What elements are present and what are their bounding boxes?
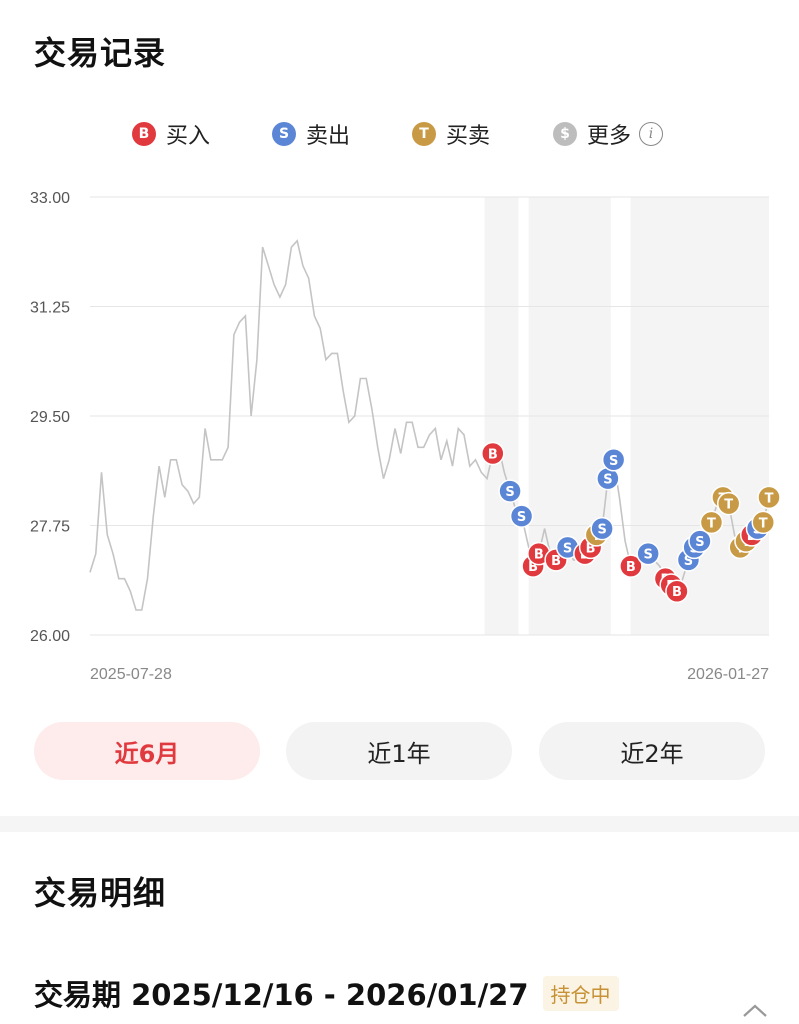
y-tick-label-4: 26.00 [30,628,70,645]
legend-trade-label: 买卖 [446,124,491,149]
legend-more[interactable]: $ 更多 i [553,118,664,150]
trade-marker-label-21: T [707,516,716,531]
section-divider [0,816,799,832]
trade-marker-B-0 [481,441,505,466]
trade-marker-S-2 [509,504,534,528]
trade-record-title: 交易记录 [34,34,167,72]
trade-marker-icon: T [412,122,436,146]
y-tick-label-3: 27.75 [30,519,70,536]
trade-marker-label-0: B [488,448,498,463]
range-1y-button[interactable]: 近1年 [286,722,512,780]
trade-marker-label-18: S [684,554,693,569]
trade-marker-label-13: B [626,560,636,575]
trade-marker-label-20: S [695,535,704,550]
trade-marker-label-1: S [505,485,514,500]
trade-marker-label-28: T [759,516,768,531]
trade-marker-B-13 [619,554,643,578]
trade-marker-label-5: B [551,554,561,569]
y-tick-label-1: 31.25 [30,300,70,317]
trade-marker-label-12: S [609,454,618,469]
trade-period-row[interactable]: 交易期 2025/12/16 - 2026/01/27 持仓中 [34,972,619,1014]
range-6m-button[interactable]: 近6月 [34,722,260,780]
trade-marker-S-14 [636,541,660,566]
trade-marker-S-10 [590,516,614,541]
trade-marker-label-11: S [603,473,612,488]
trade-marker-S-20 [688,529,712,553]
price-chart: 33.00 31.25 29.50 27.75 26.00 2025-07-28 2026-… [30,190,781,683]
trade-period-text: 交易期 2025/12/16 - 2026/01/27 [34,978,529,1012]
info-icon[interactable]: i [639,122,664,146]
range-selector: 近6月 近1年 近2年 [0,722,799,780]
trade-marker-T-29 [757,485,781,510]
trade-marker-T-28 [751,510,775,535]
trade-marker-label-6: S [563,541,572,556]
trade-marker-label-8: B [586,541,596,556]
trade-marker-label-10: S [597,523,606,538]
trade-marker-label-4: B [534,548,544,563]
legend-sell-label: 卖出 [306,124,351,149]
y-tick-label-2: 29.50 [30,409,70,426]
trade-detail-title: 交易明细 [34,874,167,912]
trade-marker-B-17 [665,579,689,603]
sell-marker-icon: S [272,122,296,146]
trade-marker-label-2: S [517,510,526,525]
legend-sell[interactable]: S 卖出 [272,118,350,150]
chart-legend: B 买入 S 卖出 T 买卖 $ 更多 i [0,118,799,154]
trade-marker-label-3: B [528,560,538,575]
y-tick-label-0: 33.00 [30,190,70,207]
legend-buy[interactable]: B 买入 [132,118,210,150]
trade-marker-label-14: S [643,548,652,563]
trade-marker-S-12 [601,448,626,472]
trade-marker-label-23: T [724,498,733,513]
range-2y-button[interactable]: 近2年 [539,722,765,780]
legend-trade[interactable]: T 买卖 [412,118,490,150]
dollar-marker-icon: $ [553,122,577,146]
trade-marker-S-1 [498,479,522,503]
x-start-label: 2025-07-28 [90,666,172,683]
holding-badge: 持仓中 [542,975,619,1011]
x-end-label: 2026-01-27 [687,666,769,683]
trade-marker-T-23 [716,491,741,516]
legend-more-label: 更多 [587,124,632,149]
trade-marker-T-21 [699,510,724,535]
legend-buy-label: 买入 [166,124,211,149]
chevron-up-icon[interactable] [740,1000,770,1020]
buy-marker-icon: B [132,122,156,146]
trade-marker-label-17: B [672,585,682,600]
trade-marker-label-29: T [765,491,774,506]
